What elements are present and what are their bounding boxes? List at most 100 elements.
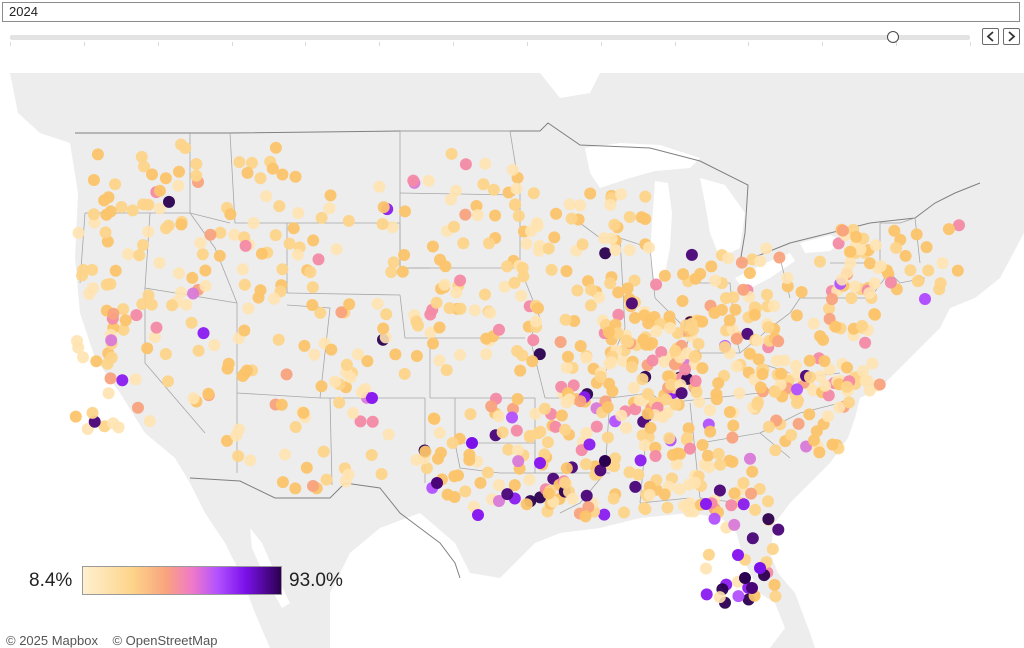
map-marker[interactable] — [315, 211, 328, 224]
mapbox-attribution-link[interactable]: © 2025 Mapbox — [6, 633, 98, 648]
map-marker[interactable] — [323, 202, 336, 215]
map-marker[interactable] — [729, 303, 742, 316]
map-marker[interactable] — [625, 361, 638, 373]
map-marker[interactable] — [773, 251, 786, 264]
map-marker[interactable] — [700, 562, 712, 575]
map-marker[interactable] — [727, 291, 740, 304]
map-marker[interactable] — [86, 263, 99, 276]
map-marker[interactable] — [366, 415, 379, 428]
map-marker[interactable] — [254, 284, 267, 297]
map-marker[interactable] — [590, 420, 603, 433]
map-marker[interactable] — [743, 347, 756, 360]
map-marker[interactable] — [496, 426, 509, 439]
map-marker[interactable] — [548, 231, 561, 244]
map-marker[interactable] — [371, 297, 384, 310]
map-marker[interactable] — [86, 406, 99, 419]
map-marker[interactable] — [444, 193, 457, 206]
map-marker[interactable] — [700, 588, 713, 601]
map-marker[interactable] — [399, 205, 411, 218]
map-marker[interactable] — [745, 487, 757, 500]
map-marker[interactable] — [644, 421, 657, 434]
map-marker[interactable] — [307, 480, 319, 492]
map-marker[interactable] — [196, 248, 209, 261]
map-marker[interactable] — [153, 256, 166, 269]
map-marker[interactable] — [365, 449, 378, 461]
map-marker[interactable] — [620, 334, 633, 347]
map-marker[interactable] — [441, 488, 454, 501]
map-marker[interactable] — [325, 343, 338, 356]
map-marker[interactable] — [190, 169, 203, 182]
map-marker[interactable] — [669, 398, 682, 411]
map-marker[interactable] — [382, 428, 395, 441]
map-marker[interactable] — [433, 426, 446, 439]
map-marker[interactable] — [845, 292, 858, 305]
map-marker[interactable] — [396, 265, 409, 278]
map-marker[interactable] — [307, 234, 320, 247]
map-marker[interactable] — [650, 278, 663, 291]
map-marker[interactable] — [726, 431, 739, 444]
map-marker[interactable] — [920, 241, 933, 254]
map-marker[interactable] — [480, 348, 493, 361]
map-marker[interactable] — [142, 289, 155, 302]
map-marker[interactable] — [480, 332, 493, 345]
year-filter-field[interactable]: 2024 — [2, 2, 1020, 22]
map-marker[interactable] — [172, 179, 185, 192]
map-marker[interactable] — [117, 303, 130, 316]
next-button[interactable] — [1003, 28, 1020, 45]
map-marker[interactable] — [803, 354, 816, 367]
map-marker[interactable] — [658, 355, 671, 368]
map-marker[interactable] — [530, 315, 543, 328]
map-marker[interactable] — [754, 381, 767, 394]
map-marker[interactable] — [238, 278, 251, 291]
map-marker[interactable] — [814, 370, 827, 383]
map-marker[interactable] — [430, 296, 443, 309]
map-marker[interactable] — [732, 590, 745, 603]
map-marker[interactable] — [756, 368, 769, 381]
map-marker[interactable] — [762, 513, 775, 526]
map-marker[interactable] — [859, 336, 872, 349]
map-marker[interactable] — [584, 187, 597, 200]
map-marker[interactable] — [689, 476, 701, 489]
map-marker[interactable] — [527, 334, 540, 347]
map-marker[interactable] — [468, 304, 481, 317]
map-marker[interactable] — [848, 280, 861, 293]
map-marker[interactable] — [422, 174, 435, 187]
map-marker[interactable] — [459, 485, 472, 498]
map-marker[interactable] — [804, 371, 816, 384]
map-marker[interactable] — [856, 319, 869, 332]
map-marker[interactable] — [714, 458, 727, 471]
map-marker[interactable] — [844, 245, 857, 258]
map-marker[interactable] — [584, 299, 597, 312]
map-marker[interactable] — [520, 498, 533, 511]
map-marker[interactable] — [732, 549, 744, 561]
map-marker[interactable] — [133, 249, 146, 262]
map-marker[interactable] — [574, 340, 587, 352]
map-marker[interactable] — [684, 442, 696, 455]
map-marker[interactable] — [72, 226, 85, 239]
map-marker[interactable] — [506, 163, 519, 176]
map-marker[interactable] — [737, 283, 750, 296]
map-marker[interactable] — [712, 377, 725, 390]
map-marker[interactable] — [579, 510, 592, 523]
map-marker[interactable] — [493, 495, 505, 507]
map-marker[interactable] — [560, 462, 573, 475]
map-marker[interactable] — [627, 381, 640, 394]
map-marker[interactable] — [162, 375, 174, 388]
map-marker[interactable] — [117, 323, 130, 336]
map-marker[interactable] — [746, 465, 759, 478]
map-marker[interactable] — [185, 316, 198, 329]
map-marker[interactable] — [541, 436, 554, 449]
map-marker[interactable] — [636, 373, 649, 386]
map-marker[interactable] — [427, 412, 440, 425]
map-marker[interactable] — [175, 286, 187, 299]
map-marker[interactable] — [643, 488, 656, 501]
map-marker[interactable] — [749, 503, 762, 516]
map-marker[interactable] — [818, 355, 831, 368]
map-marker[interactable] — [704, 425, 717, 438]
map-marker[interactable] — [492, 479, 505, 491]
map-marker[interactable] — [146, 168, 158, 181]
map-marker[interactable] — [810, 425, 823, 438]
map-marker[interactable] — [688, 350, 701, 363]
map-marker[interactable] — [260, 190, 273, 203]
map-marker[interactable] — [576, 238, 589, 251]
